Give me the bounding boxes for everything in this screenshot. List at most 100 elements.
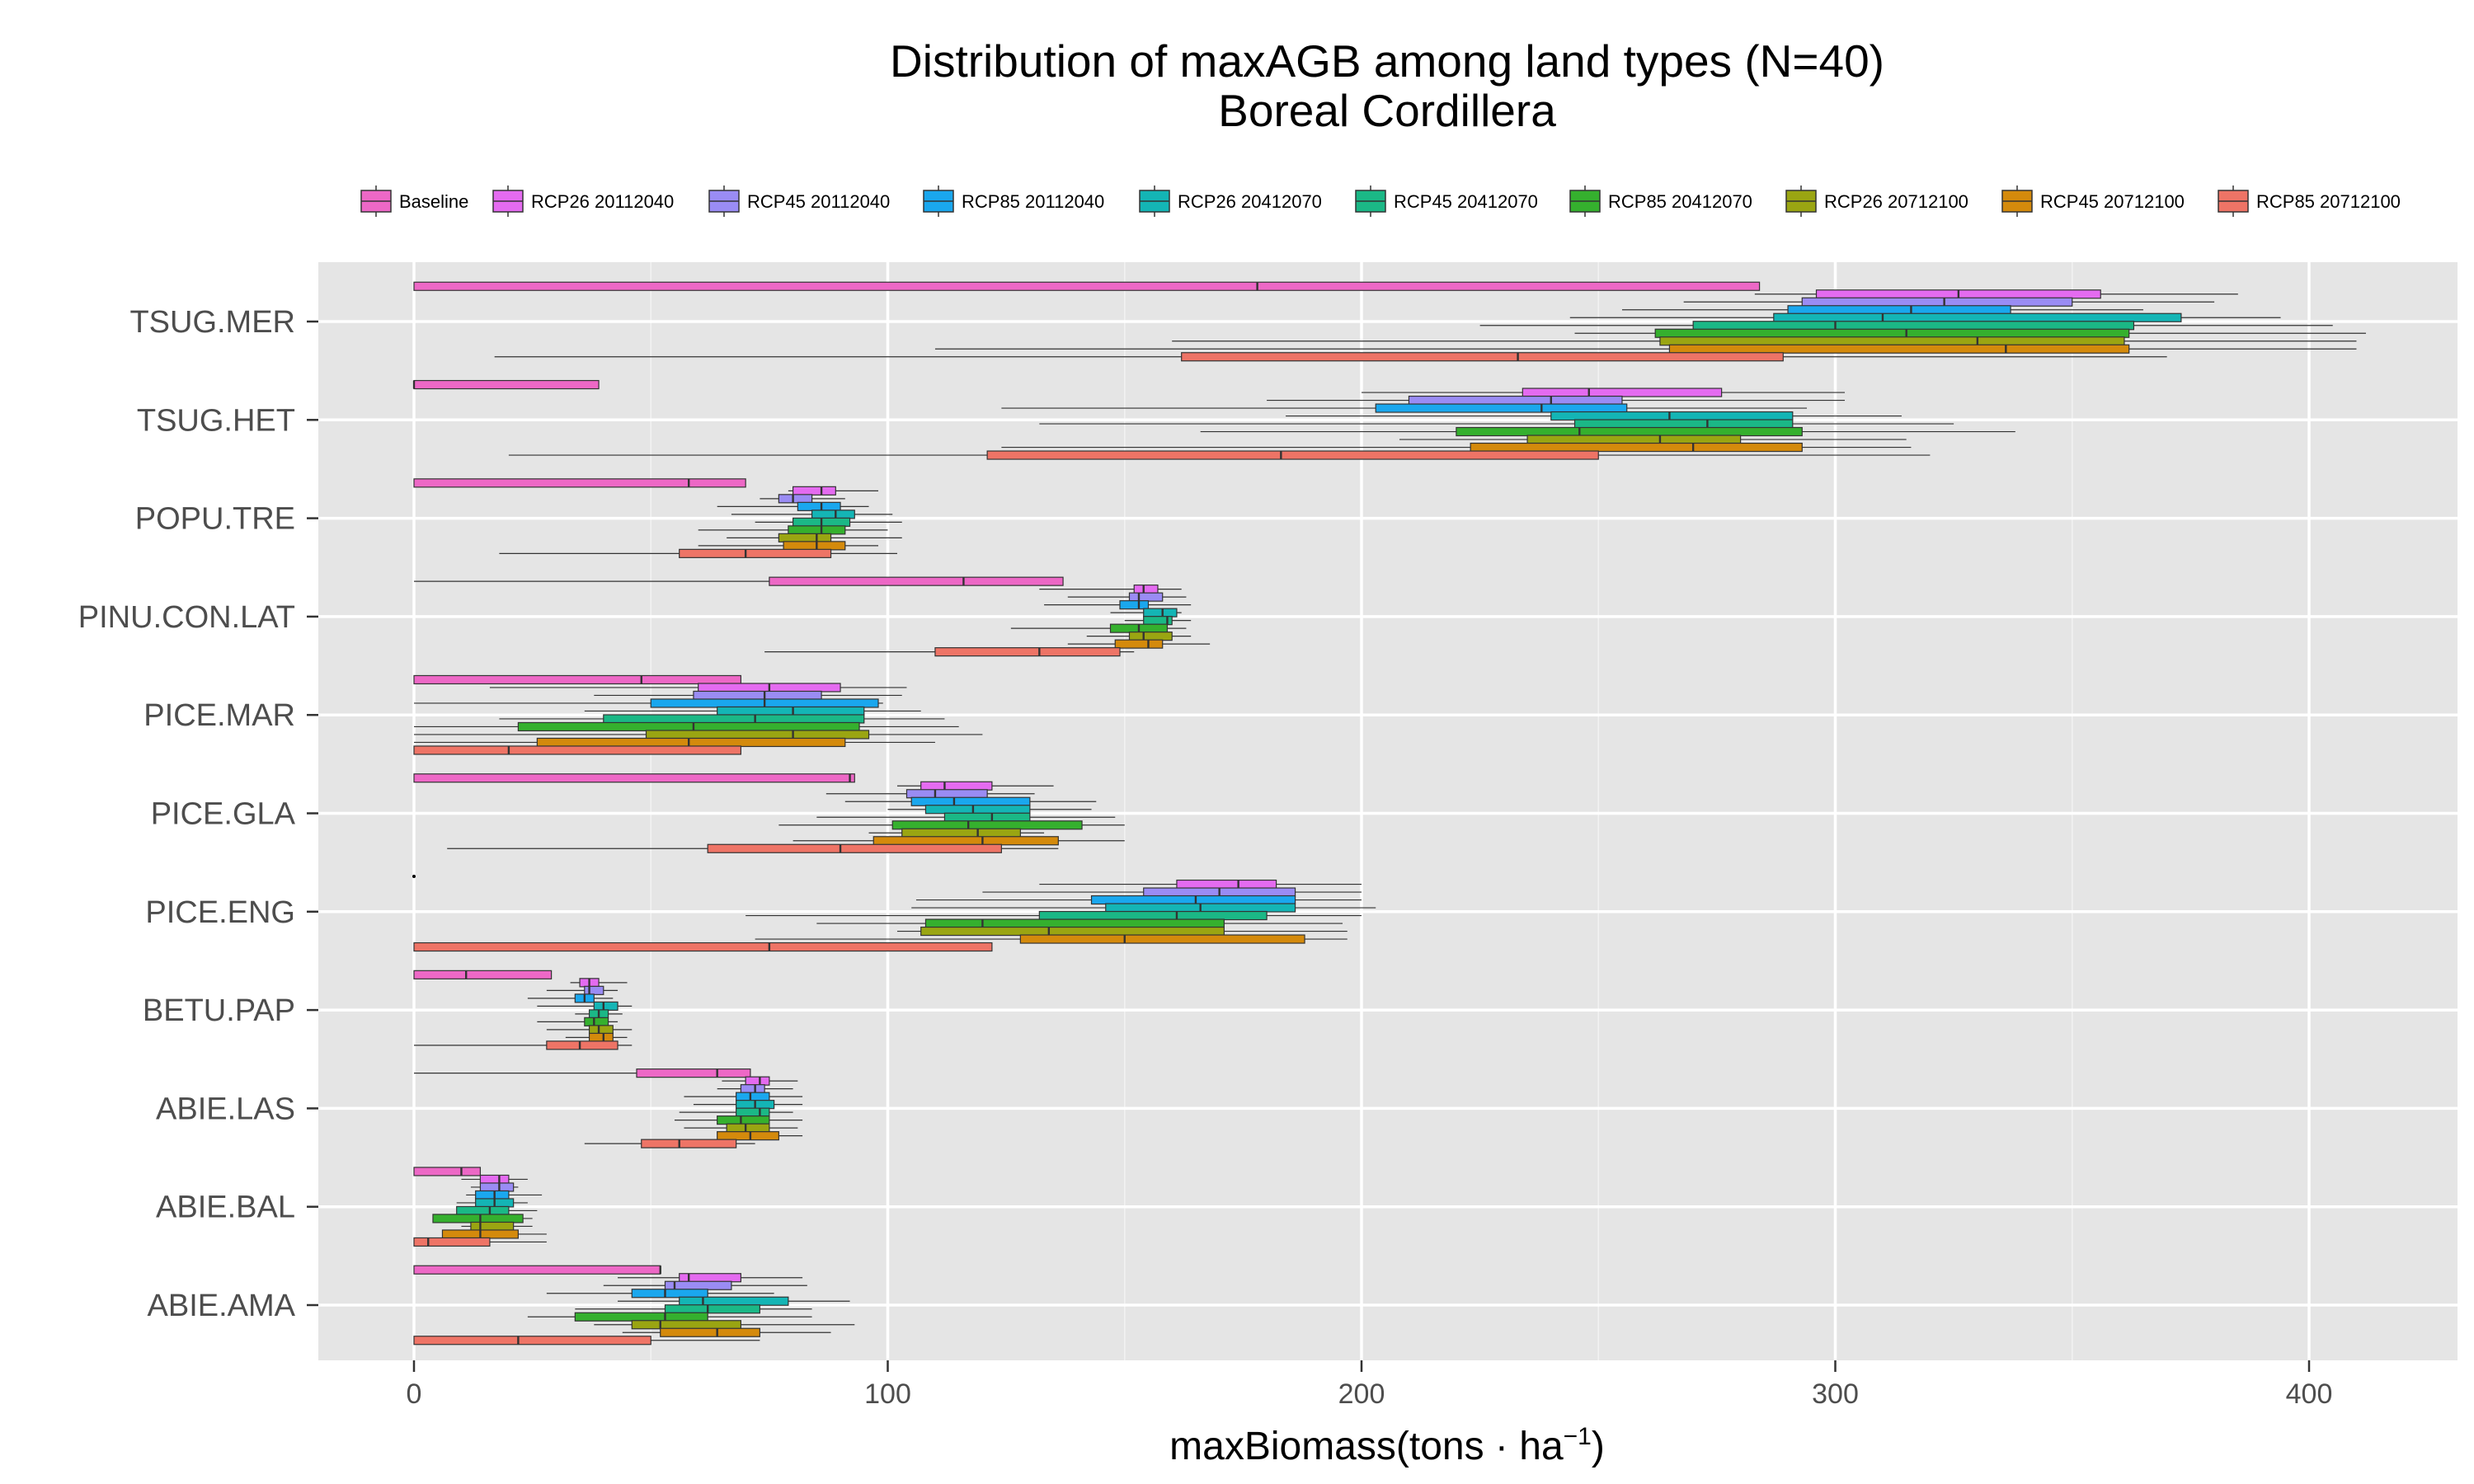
- box: [412, 875, 416, 879]
- box-iqr: [1526, 434, 1742, 444]
- box: [717, 1131, 803, 1141]
- x-axis: 0 100 200 300 400: [407, 1360, 2332, 1410]
- box: [760, 494, 845, 504]
- category-group: [413, 281, 2366, 362]
- box-iqr: [1801, 297, 2073, 307]
- box: [764, 647, 1135, 657]
- legend-label: RCP26 20112040: [531, 191, 674, 212]
- box-iqr: [413, 773, 855, 783]
- box-iqr: [693, 690, 822, 701]
- box: [413, 478, 746, 488]
- box-iqr: [475, 1190, 510, 1200]
- box-iqr: [413, 478, 746, 488]
- box: [413, 1265, 661, 1275]
- box-iqr: [1181, 352, 1784, 362]
- box-iqr: [769, 576, 1064, 586]
- box-iqr: [517, 721, 860, 732]
- box-iqr: [891, 820, 1083, 830]
- box-iqr: [1550, 411, 1794, 421]
- legend-item: RCP45 20712100: [2001, 186, 2185, 217]
- box-iqr: [924, 918, 1225, 928]
- box-iqr: [631, 1320, 742, 1330]
- legend-item: RCP26 20412070: [1139, 186, 1322, 217]
- legend-item: Baseline: [360, 186, 468, 217]
- box-iqr: [1133, 585, 1159, 594]
- box: [413, 1336, 760, 1345]
- box-iqr: [413, 1167, 482, 1176]
- box: [594, 1320, 855, 1330]
- category-group: [413, 970, 633, 1050]
- box-iqr: [1692, 321, 2135, 331]
- box-iqr: [797, 501, 841, 511]
- x-axis-title: maxBiomass(tons · ha−1): [1169, 1423, 1605, 1468]
- box: [546, 985, 618, 995]
- x-axis-title-main: maxBiomass(tons · ha: [1169, 1425, 1564, 1468]
- box-iqr: [1143, 608, 1178, 618]
- box-iqr: [413, 379, 600, 390]
- box: [684, 1092, 803, 1101]
- box-iqr: [413, 281, 1761, 291]
- box-iqr: [717, 706, 865, 716]
- y-tick-label: PICE.GLA: [151, 797, 296, 832]
- y-tick-label: PICE.MAR: [143, 698, 295, 733]
- box: [413, 745, 742, 755]
- category-group: [413, 1167, 547, 1247]
- box: [447, 843, 1059, 853]
- box-iqr: [413, 1237, 491, 1247]
- box-iqr: [593, 1001, 618, 1011]
- box-iqr: [872, 836, 1059, 846]
- box-iqr: [636, 1068, 751, 1078]
- box-iqr: [717, 1131, 779, 1141]
- box-iqr: [811, 510, 855, 519]
- box: [432, 1214, 533, 1223]
- box-iqr: [986, 450, 1599, 460]
- legend-item: RCP45 20412070: [1355, 186, 1538, 217]
- box-iqr: [905, 789, 988, 799]
- box-iqr: [1522, 387, 1723, 397]
- box-iqr: [584, 1017, 609, 1026]
- box-iqr: [413, 674, 742, 685]
- y-tick-label: ABIE.AMA: [148, 1289, 296, 1323]
- box-iqr: [788, 525, 846, 535]
- box: [413, 942, 993, 952]
- box: [1001, 403, 1808, 413]
- box: [414, 1040, 633, 1050]
- box: [755, 934, 1348, 944]
- box-iqr: [679, 1296, 789, 1306]
- box-iqr: [736, 1092, 770, 1101]
- legend-item: RCP26 20712100: [1785, 186, 1968, 217]
- box: [466, 1190, 543, 1200]
- box: [413, 281, 1761, 291]
- box-iqr: [574, 1312, 708, 1322]
- box: [413, 674, 742, 685]
- box-iqr: [1654, 328, 2130, 338]
- box-iqr: [745, 1076, 770, 1086]
- box-iqr: [1573, 419, 1794, 429]
- box-iqr: [432, 1214, 524, 1223]
- box-iqr: [1375, 403, 1628, 413]
- x-tick-label: 0: [407, 1378, 422, 1410]
- box-iqr: [934, 647, 1121, 657]
- legend-label: RCP85 20412070: [1608, 191, 1752, 212]
- box-iqr: [920, 926, 1225, 937]
- y-tick-label: BETU.PAP: [143, 993, 295, 1028]
- box-iqr: [1408, 395, 1623, 406]
- category-group: [412, 875, 1376, 952]
- category-group: [413, 773, 1125, 853]
- box-iqr: [778, 494, 813, 504]
- box: [546, 1289, 774, 1298]
- category-group: [414, 1068, 803, 1148]
- box-iqr: [413, 745, 742, 755]
- box-iqr: [413, 970, 553, 979]
- box-iqr: [641, 1139, 737, 1148]
- box-iqr: [1090, 895, 1296, 905]
- chart-title: Distribution of maxAGB among land types …: [890, 35, 1884, 87]
- legend: Baseline RCP26 20112040 RCP45 20112040 RCP8…: [360, 186, 2401, 217]
- box-iqr: [1119, 600, 1150, 610]
- box-iqr: [588, 1025, 614, 1035]
- box-iqr: [792, 486, 836, 495]
- x-axis-title-close: ): [1592, 1425, 1605, 1468]
- box-iqr: [1038, 910, 1268, 921]
- box-iqr: [645, 730, 870, 740]
- y-tick-label: TSUG.HET: [137, 403, 295, 438]
